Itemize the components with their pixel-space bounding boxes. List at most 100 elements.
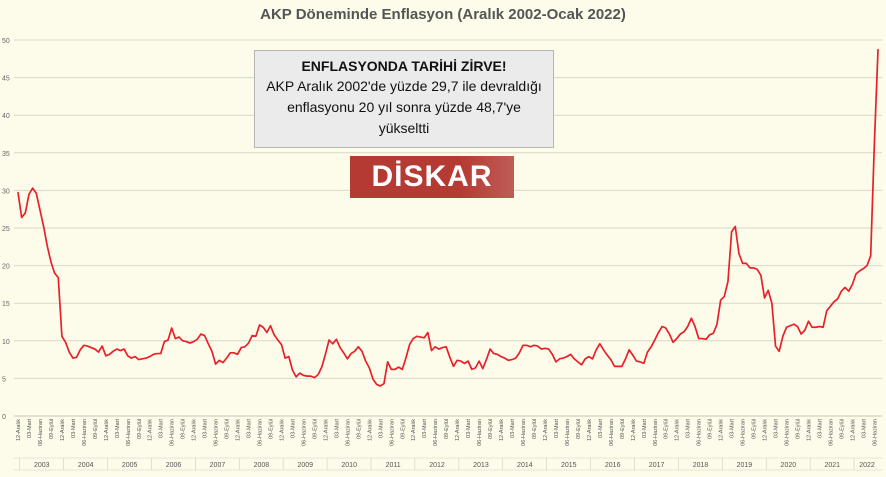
year-label: 2008	[254, 462, 270, 469]
y-tick-label: 35	[2, 151, 10, 158]
x-tick-label: 03-Mart	[466, 419, 472, 438]
x-tick-label: 09-Eylül	[181, 419, 187, 439]
x-tick-label: 03-Mart	[774, 419, 780, 438]
year-label: 2010	[341, 462, 357, 469]
x-tick-label: 06-Haziran	[82, 419, 88, 446]
x-tick-label: 03-Mart	[510, 419, 516, 438]
x-tick-label: 12-Aralık	[411, 419, 417, 441]
x-tick-label: 06-Haziran	[170, 419, 176, 446]
year-label: 2020	[781, 462, 797, 469]
x-tick-label: 06-Haziran	[38, 419, 44, 446]
x-tick-label: 09-Eylül	[356, 419, 362, 439]
year-label: 2009	[297, 462, 313, 469]
x-tick-label: 03-Mart	[730, 419, 736, 438]
x-tick-label: 06-Haziran	[214, 419, 220, 446]
x-tick-label: 09-Eylül	[795, 419, 801, 439]
x-tick-label: 03-Mart	[290, 419, 296, 438]
x-tick-label: 12-Aralık	[455, 419, 461, 441]
y-tick-label: 10	[2, 339, 10, 346]
callout-headline: ENFLASYONDA TARİHİ ZİRVE!	[301, 58, 507, 74]
x-tick-label: 03-Mart	[159, 419, 165, 438]
x-tick-label: 12-Aralık	[323, 419, 329, 441]
x-tick-label: 03-Mart	[378, 419, 384, 438]
x-tick-label: 12-Aralık	[16, 419, 22, 441]
callout-body-text: AKP Aralık 2002'de yüzde 29,7 ile devral…	[266, 78, 542, 136]
x-tick-label: 12-Aralık	[675, 419, 681, 441]
x-tick-label: 03-Mart	[422, 419, 428, 438]
year-label: 2018	[693, 462, 709, 469]
x-tick-label: 03-Mart	[817, 419, 823, 438]
x-tick-label: 09-Eylül	[532, 419, 538, 439]
x-tick-label: 03-Mart	[247, 419, 253, 438]
x-tick-label: 12-Aralık	[850, 419, 856, 441]
x-tick-label: 06-Haziran	[433, 419, 439, 446]
x-tick-label: 12-Aralık	[631, 419, 637, 441]
x-tick-label: 03-Mart	[861, 419, 867, 438]
x-tick-label: 03-Mart	[642, 419, 648, 438]
x-tick-label: 12-Aralık	[148, 419, 154, 441]
y-tick-label: 15	[2, 301, 10, 308]
x-tick-label: 12-Aralık	[60, 419, 66, 441]
x-tick-label: 09-Eylül	[49, 419, 55, 439]
x-tick-label: 09-Eylül	[400, 419, 406, 439]
x-tick-label: 09-Eylül	[576, 419, 582, 439]
year-label: 2021	[824, 462, 840, 469]
x-tick-label: 09-Eylül	[269, 419, 275, 439]
x-tick-label: 12-Aralık	[367, 419, 373, 441]
x-tick-label: 09-Eylül	[664, 419, 670, 439]
year-label: 2012	[429, 462, 445, 469]
year-label: 2014	[517, 462, 533, 469]
y-tick-label: 25	[2, 226, 10, 233]
x-tick-label: 12-Aralık	[104, 419, 110, 441]
x-tick-label: 06-Haziran	[741, 419, 747, 446]
x-tick-label: 12-Aralık	[763, 419, 769, 441]
y-tick-label: 5	[2, 376, 6, 383]
x-tick-label: 12-Aralık	[719, 419, 725, 441]
x-tick-label: 06-Haziran	[872, 419, 878, 446]
chart-title: AKP Döneminde Enflasyon (Aralık 2002-Oca…	[260, 6, 626, 23]
year-label: 2016	[605, 462, 621, 469]
x-tick-label: 09-Eylül	[137, 419, 143, 439]
x-tick-label: 06-Haziran	[258, 419, 264, 446]
x-tick-label: 03-Mart	[334, 419, 340, 438]
x-tick-label: 03-Mart	[27, 419, 33, 438]
x-tick-label: 09-Eylül	[93, 419, 99, 439]
x-tick-label: 06-Haziran	[301, 419, 307, 446]
headline-callout-box: ENFLASYONDA TARİHİ ZİRVE! AKP Aralık 200…	[254, 50, 554, 148]
y-tick-label: 40	[2, 113, 10, 120]
diskar-logo: DİSKAR	[350, 156, 514, 198]
year-label: 2019	[737, 462, 753, 469]
year-label: 2004	[78, 462, 94, 469]
x-tick-label: 03-Mart	[686, 419, 692, 438]
year-label: 2017	[649, 462, 665, 469]
x-tick-label: 12-Aralık	[192, 419, 198, 441]
x-tick-label: 06-Haziran	[521, 419, 527, 446]
y-tick-label: 30	[2, 188, 10, 195]
x-tick-label: 12-Aralık	[279, 419, 285, 441]
x-tick-label: 06-Haziran	[653, 419, 659, 446]
x-tick-label: 12-Aralık	[236, 419, 242, 441]
logo-text: DİSKAR	[371, 160, 493, 193]
year-label: 2006	[166, 462, 182, 469]
year-label: 2022	[859, 462, 875, 469]
x-tick-label: 06-Haziran	[828, 419, 834, 446]
x-tick-label: 12-Aralık	[543, 419, 549, 441]
x-tick-label: 06-Haziran	[697, 419, 703, 446]
year-label: 2015	[561, 462, 577, 469]
x-tick-label: 09-Eylül	[312, 419, 318, 439]
year-label: 2013	[473, 462, 489, 469]
year-label: 2003	[34, 462, 50, 469]
x-tick-label: 06-Haziran	[477, 419, 483, 446]
x-tick-label: 09-Eylül	[488, 419, 494, 439]
x-tick-label: 12-Aralık	[806, 419, 812, 441]
x-tick-label: 09-Eylül	[444, 419, 450, 439]
logo-fade-overlay	[460, 156, 514, 198]
x-tick-label: 06-Haziran	[126, 419, 132, 446]
x-tick-label: 12-Aralık	[499, 419, 505, 441]
y-tick-label: 50	[2, 38, 10, 45]
x-tick-label: 03-Mart	[554, 419, 560, 438]
year-label: 2005	[122, 462, 138, 469]
x-tick-label: 12-Aralık	[587, 419, 593, 441]
x-tick-label: 06-Haziran	[389, 419, 395, 446]
year-label: 2007	[210, 462, 226, 469]
